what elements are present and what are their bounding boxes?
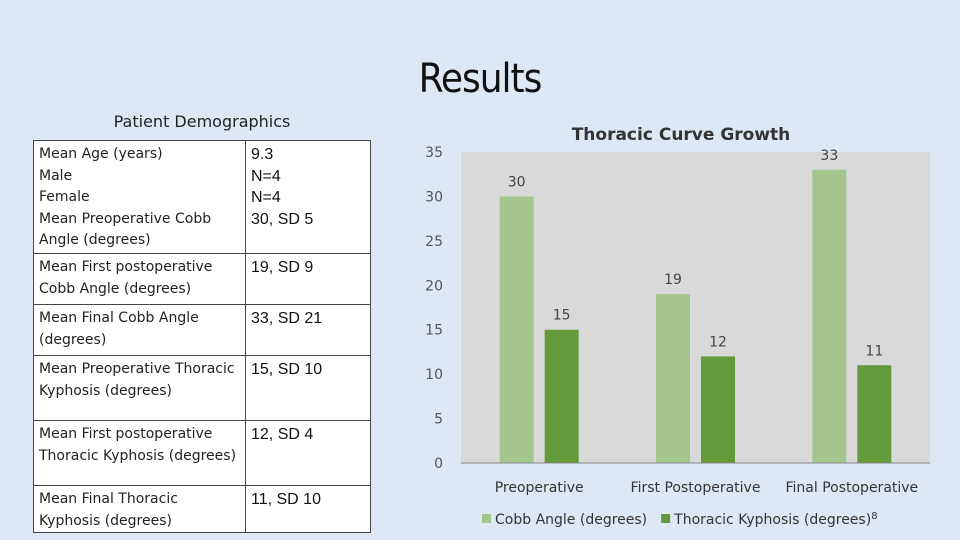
table-cell-value: 15, SD 10 [245, 355, 371, 421]
legend-label: Cobb Angle (degrees) [495, 512, 647, 528]
legend: Cobb Angle (degrees) Thoracic Kyphosis (d… [482, 511, 878, 528]
bar [701, 356, 735, 463]
label-mean-preop-cobb: Mean Preoperative Cobb Angle (degrees) [39, 210, 212, 249]
data-label: 12 [709, 334, 727, 350]
y-tick-label: 5 [434, 412, 443, 428]
label-mean-age: Mean Age (years) [39, 146, 163, 162]
table-row: Mean Final Thoracic Kyphosis (degrees) 1… [33, 485, 371, 533]
table-cell-value: 12, SD 4 [245, 420, 371, 486]
table-cell-label: Mean Final Cobb Angle (degrees) [33, 304, 246, 356]
table-row: Mean First postoperative Cobb Angle (deg… [33, 253, 371, 305]
label-male: Male [39, 167, 73, 184]
bars: 30 15 19 12 33 11 [499, 148, 892, 463]
data-label: 15 [553, 308, 571, 324]
data-label: 11 [865, 343, 883, 359]
table-cell-label: Mean First postoperative Cobb Angle (deg… [33, 253, 246, 305]
x-axis: Preoperative First Postoperative Final Pos… [461, 462, 930, 496]
y-tick-label: 20 [425, 278, 443, 294]
page-title: Results [418, 56, 543, 102]
legend-superscript: 8 [871, 511, 877, 522]
value-female: N=4 [251, 189, 281, 206]
bar [812, 169, 847, 463]
bar [499, 196, 534, 463]
table-cell-label: Mean Final Thoracic Kyphosis (degrees) [33, 485, 246, 533]
table-cell-value: 19, SD 9 [245, 253, 371, 305]
chart-title: Thoracic Curve Growth [572, 125, 791, 145]
y-tick-label: 35 [425, 145, 443, 161]
legend-label: Thoracic Kyphosis (degrees)8 [673, 511, 877, 528]
data-label: 33 [820, 148, 838, 164]
bar [656, 294, 690, 463]
legend-swatch [482, 514, 491, 523]
table-cell-label: Mean First postoperative Thoracic Kyphos… [33, 420, 246, 486]
table-cell-label: Mean Preoperative Thoracic Kyphosis (deg… [33, 355, 246, 421]
x-tick-label: First Postoperative [631, 480, 761, 496]
y-tick-label: 10 [425, 367, 443, 383]
plot-background [461, 152, 930, 463]
x-tick-label: Final Postoperative [785, 480, 918, 496]
x-tick-label: Preoperative [495, 480, 584, 496]
value-male: N=4 [251, 167, 281, 185]
data-label: 19 [664, 272, 682, 288]
table-row: Mean Preoperative Thoracic Kyphosis (deg… [33, 355, 371, 421]
value-mean-age: 9.3 [251, 146, 274, 163]
table-cell-value: 33, SD 21 [245, 304, 371, 356]
table-row: Mean Age (years) Male Female Mean Preope… [33, 140, 371, 254]
demographics-table: Mean Age (years) Male Female Mean Preope… [33, 140, 371, 533]
bar [857, 365, 892, 463]
table-cell-labels: Mean Age (years) Male Female Mean Preope… [33, 140, 246, 254]
table-cell-values: 9.3 N=4 N=4 30, SD 5 [245, 140, 371, 254]
y-axis: 0 5 10 15 20 25 30 35 [425, 145, 443, 472]
y-tick-label: 15 [425, 323, 443, 339]
table-row: Mean First postoperative Thoracic Kyphos… [33, 420, 371, 486]
y-tick-label: 0 [434, 456, 443, 472]
y-tick-label: 25 [425, 234, 443, 250]
label-female: Female [39, 189, 90, 205]
legend-swatch [661, 514, 671, 523]
value-mean-preop-cobb: 30, SD 5 [251, 210, 314, 228]
y-tick-label: 30 [425, 189, 443, 205]
table-cell-value: 11, SD 10 [245, 485, 371, 533]
demographics-caption: Patient Demographics [113, 112, 291, 131]
table-row: Mean Final Cobb Angle (degrees) 33, SD 2… [33, 304, 371, 356]
bar [544, 329, 579, 463]
data-label: 30 [508, 174, 526, 190]
